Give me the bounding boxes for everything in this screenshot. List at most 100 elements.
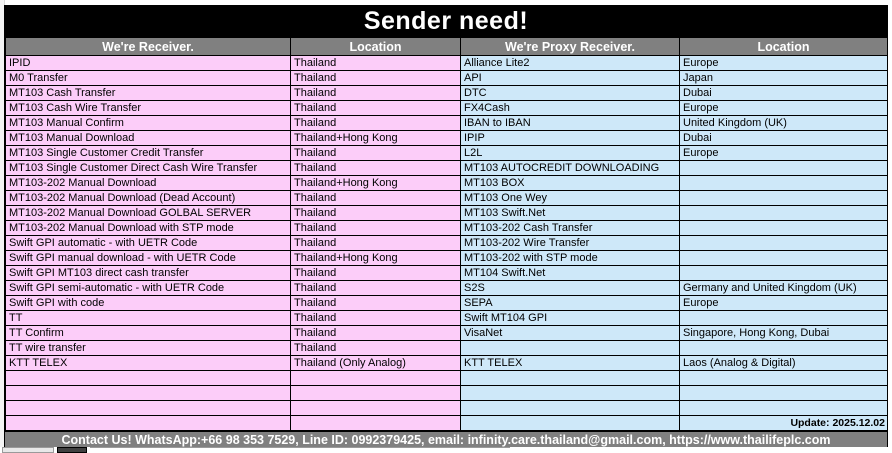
cell-proxy-receiver[interactable] [460,415,680,431]
cell-proxy-location[interactable] [679,190,888,206]
cell-proxy-receiver[interactable] [460,400,680,416]
cell-receiver[interactable] [5,400,291,416]
cell-receiver[interactable]: MT103 Single Customer Direct Cash Wire T… [5,160,291,176]
cell-receiver[interactable]: TT wire transfer [5,340,291,356]
cell-proxy-receiver[interactable]: DTC [460,85,680,101]
cell-receiver-location[interactable]: Thailand [290,100,461,116]
cell-receiver-location[interactable]: Thailand [290,70,461,86]
cell-proxy-receiver[interactable]: MT103-202 Cash Transfer [460,220,680,236]
cell-proxy-receiver[interactable]: MT104 Swift.Net [460,265,680,281]
cell-proxy-receiver[interactable]: Alliance Lite2 [460,55,680,71]
cell-receiver-location[interactable] [290,385,461,401]
cell-receiver[interactable]: Swift GPI semi-automatic - with UETR Cod… [5,280,291,296]
cell-receiver-location[interactable]: Thailand [290,115,461,131]
cell-proxy-location[interactable] [679,220,888,236]
cell-receiver[interactable]: MT103 Cash Transfer [5,85,291,101]
cell-receiver[interactable]: MT103-202 Manual Download (Dead Account) [5,190,291,206]
cell-proxy-location[interactable] [679,340,888,356]
cell-receiver-location[interactable]: Thailand [290,220,461,236]
cell-receiver[interactable]: Swift GPI with code [5,295,291,311]
cell-receiver-location[interactable]: Thailand [290,85,461,101]
cell-receiver-location[interactable]: Thailand+Hong Kong [290,175,461,191]
cell-proxy-location[interactable]: Laos (Analog & Digital) [679,355,888,371]
cell-proxy-receiver[interactable]: KTT TELEX [460,355,680,371]
cell-proxy-receiver[interactable]: Swift MT104 GPI [460,310,680,326]
cell-receiver-location[interactable]: Thailand [290,310,461,326]
cell-proxy-location[interactable] [679,265,888,281]
cell-proxy-location[interactable] [679,370,888,386]
cell-receiver[interactable]: MT103-202 Manual Download GOLBAL SERVER [5,205,291,221]
cell-receiver-location[interactable]: Thailand [290,55,461,71]
cell-receiver[interactable] [5,415,291,431]
cell-receiver[interactable]: MT103 Manual Confirm [5,115,291,131]
cell-proxy-location[interactable]: United Kingdom (UK) [679,115,888,131]
cell-proxy-location[interactable]: Germany and United Kingdom (UK) [679,280,888,296]
cell-proxy-location[interactable] [679,160,888,176]
cell-proxy-receiver[interactable]: MT103 One Wey [460,190,680,206]
cell-proxy-location[interactable] [679,235,888,251]
cell-proxy-location[interactable]: Dubai [679,130,888,146]
cell-receiver-location[interactable]: Thailand [290,265,461,281]
cell-receiver-location[interactable]: Thailand [290,280,461,296]
cell-proxy-receiver[interactable]: MT103 BOX [460,175,680,191]
cell-proxy-receiver[interactable]: VisaNet [460,325,680,341]
sheet-tab[interactable] [2,447,54,453]
cell-proxy-receiver[interactable] [460,385,680,401]
cell-receiver[interactable]: Swift GPI MT103 direct cash transfer [5,265,291,281]
cell-receiver[interactable]: MT103 Cash Wire Transfer [5,100,291,116]
cell-proxy-location[interactable]: Singapore, Hong Kong, Dubai [679,325,888,341]
cell-proxy-receiver[interactable]: MT103-202 Wire Transfer [460,235,680,251]
cell-receiver-location[interactable] [290,400,461,416]
sheet-tab-active[interactable] [57,447,87,453]
cell-proxy-location[interactable]: Europe [679,100,888,116]
cell-receiver-location[interactable]: Thailand [290,295,461,311]
cell-receiver-location[interactable]: Thailand [290,235,461,251]
cell-receiver[interactable]: M0 Transfer [5,70,291,86]
cell-receiver-location[interactable]: Thailand (Only Analog) [290,355,461,371]
cell-proxy-receiver[interactable]: IPIP [460,130,680,146]
cell-proxy-receiver[interactable]: MT103 AUTOCREDIT DOWNLOADING [460,160,680,176]
cell-proxy-location[interactable]: Europe [679,55,888,71]
cell-receiver-location[interactable]: Thailand [290,325,461,341]
cell-proxy-location[interactable]: Dubai [679,85,888,101]
cell-receiver-location[interactable]: Thailand [290,340,461,356]
cell-proxy-receiver[interactable]: SEPA [460,295,680,311]
cell-proxy-receiver[interactable]: IBAN to IBAN [460,115,680,131]
cell-receiver[interactable]: MT103-202 Manual Download [5,175,291,191]
cell-receiver[interactable]: KTT TELEX [5,355,291,371]
cell-receiver-location[interactable]: Thailand [290,190,461,206]
cell-receiver[interactable] [5,370,291,386]
cell-proxy-location[interactable]: Europe [679,145,888,161]
cell-receiver-location[interactable]: Thailand+Hong Kong [290,130,461,146]
cell-proxy-location[interactable] [679,175,888,191]
cell-proxy-location[interactable] [679,250,888,266]
cell-proxy-location[interactable] [679,205,888,221]
cell-proxy-receiver[interactable]: MT103 Swift.Net [460,205,680,221]
cell-proxy-location[interactable] [679,385,888,401]
update-date[interactable]: Update: 2025.12.02 [679,415,888,431]
cell-receiver-location[interactable]: Thailand [290,145,461,161]
cell-proxy-location[interactable] [679,400,888,416]
cell-proxy-receiver[interactable] [460,370,680,386]
cell-proxy-receiver[interactable]: API [460,70,680,86]
cell-proxy-location[interactable]: Japan [679,70,888,86]
cell-receiver[interactable]: MT103 Manual Download [5,130,291,146]
cell-proxy-location[interactable]: Europe [679,295,888,311]
cell-receiver[interactable]: IPID [5,55,291,71]
cell-receiver[interactable]: Swift GPI automatic - with UETR Code [5,235,291,251]
cell-proxy-location[interactable] [679,310,888,326]
cell-proxy-receiver[interactable] [460,340,680,356]
cell-receiver-location[interactable] [290,370,461,386]
cell-receiver[interactable]: MT103-202 Manual Download with STP mode [5,220,291,236]
cell-receiver-location[interactable]: Thailand [290,160,461,176]
cell-receiver[interactable]: TT [5,310,291,326]
cell-receiver-location[interactable]: Thailand [290,205,461,221]
cell-receiver[interactable] [5,385,291,401]
cell-proxy-receiver[interactable]: L2L [460,145,680,161]
cell-receiver[interactable]: MT103 Single Customer Credit Transfer [5,145,291,161]
cell-receiver[interactable]: TT Confirm [5,325,291,341]
cell-receiver-location[interactable]: Thailand+Hong Kong [290,250,461,266]
cell-receiver[interactable]: Swift GPI manual download - with UETR Co… [5,250,291,266]
cell-proxy-receiver[interactable]: FX4Cash [460,100,680,116]
cell-receiver-location[interactable] [290,415,461,431]
